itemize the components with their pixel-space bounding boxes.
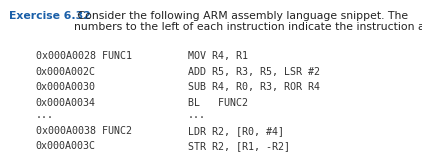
Text: Consider the following ARM assembly language snippet. The
numbers to the left of: Consider the following ARM assembly lang…	[74, 11, 422, 32]
Text: STR R2, [R1, -R2]: STR R2, [R1, -R2]	[188, 141, 290, 151]
Text: BL   FUNC2: BL FUNC2	[188, 98, 248, 108]
Text: ADD R5, R3, R5, LSR #2: ADD R5, R3, R5, LSR #2	[188, 67, 320, 77]
Text: 0x000A0030: 0x000A0030	[36, 82, 96, 92]
Text: 0x000A0028 FUNC1: 0x000A0028 FUNC1	[36, 51, 132, 61]
Text: ...: ...	[188, 110, 206, 120]
Text: LDR R2, [R0, #4]: LDR R2, [R0, #4]	[188, 126, 284, 136]
Text: 0x000A003C: 0x000A003C	[36, 141, 96, 151]
Text: ...: ...	[36, 110, 54, 120]
Text: SUB R4, R0, R3, ROR R4: SUB R4, R0, R3, ROR R4	[188, 82, 320, 92]
Text: 0x000A0038 FUNC2: 0x000A0038 FUNC2	[36, 126, 132, 136]
Text: MOV R4, R1: MOV R4, R1	[188, 51, 248, 61]
Text: 0x000A0034: 0x000A0034	[36, 98, 96, 108]
Text: 0x000A002C: 0x000A002C	[36, 67, 96, 77]
Text: Exercise 6.32: Exercise 6.32	[9, 11, 91, 21]
